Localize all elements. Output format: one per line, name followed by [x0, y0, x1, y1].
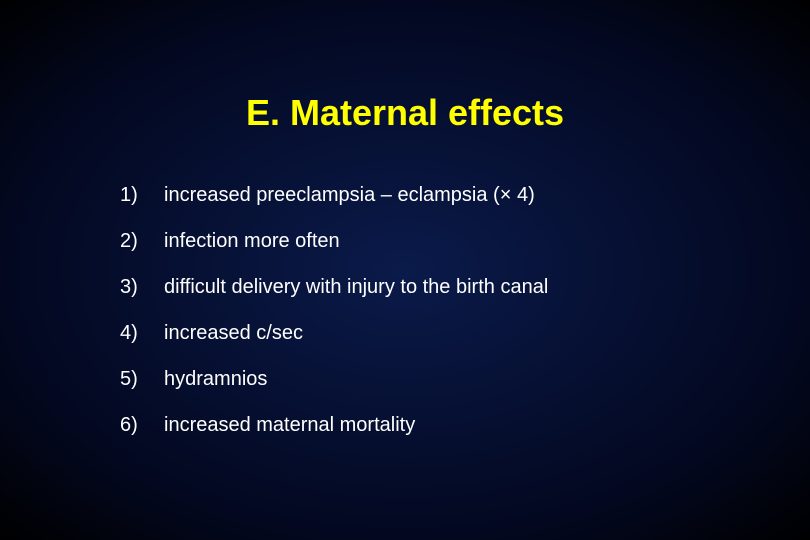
list-item: 2) infection more often [120, 228, 750, 254]
item-text: increased preeclampsia – eclampsia (× 4) [164, 182, 535, 208]
list-item: 1) increased preeclampsia – eclampsia (×… [120, 182, 750, 208]
item-number: 6) [120, 412, 154, 438]
list-item: 4) increased c/sec [120, 320, 750, 346]
item-number: 3) [120, 274, 154, 300]
item-number: 4) [120, 320, 154, 346]
item-text: hydramnios [164, 366, 267, 392]
item-text: infection more often [164, 228, 340, 254]
item-text: increased c/sec [164, 320, 303, 346]
slide-title: E. Maternal effects [0, 0, 810, 182]
item-number: 1) [120, 182, 154, 208]
list-item: 5) hydramnios [120, 366, 750, 392]
bullet-list: 1) increased preeclampsia – eclampsia (×… [0, 182, 810, 438]
item-text: difficult delivery with injury to the bi… [164, 274, 548, 300]
item-text: increased maternal mortality [164, 412, 415, 438]
slide: E. Maternal effects 1) increased preecla… [0, 0, 810, 540]
list-item: 3) difficult delivery with injury to the… [120, 274, 750, 300]
list-item: 6) increased maternal mortality [120, 412, 750, 438]
item-number: 2) [120, 228, 154, 254]
item-number: 5) [120, 366, 154, 392]
